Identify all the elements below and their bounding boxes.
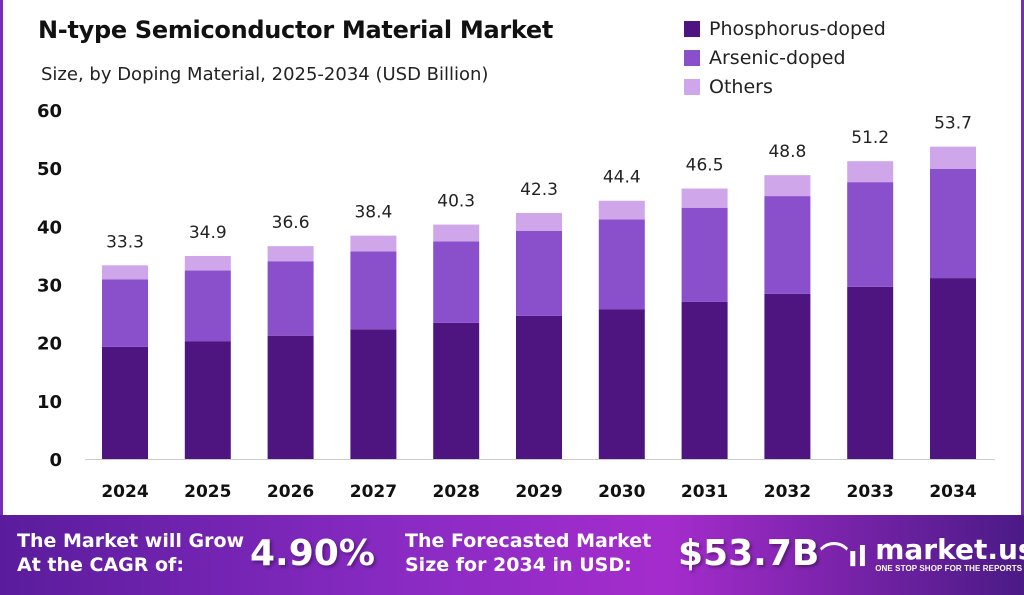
cagr-label-line2: At the CAGR of:: [17, 554, 184, 576]
bar-segment-arsenic-doped-2031: [681, 207, 728, 302]
bar-segment-phosphorus-doped-2026: [267, 335, 314, 459]
logo-icon: ⌒ıl: [820, 540, 868, 573]
bar-segment-phosphorus-doped-2024: [102, 346, 148, 459]
bar-segment-arsenic-doped-2030: [598, 219, 645, 310]
cagr-label: The Market will Grow At the CAGR of:: [17, 529, 244, 577]
y-tick-label: 60: [37, 101, 62, 122]
x-tick-label: 2025: [184, 482, 231, 502]
bar-segment-others-2027: [350, 235, 397, 252]
legend-item-phosphorus: Phosphorus-doped: [684, 14, 886, 43]
bar-segment-others-2028: [433, 224, 480, 242]
legend-swatch: [684, 78, 700, 95]
bar-segment-others-2031: [681, 188, 728, 208]
x-tick-label: 2030: [598, 482, 645, 502]
y-tick-label: 30: [37, 276, 62, 297]
data-label-total: 53.7: [934, 114, 972, 134]
x-tick-label: 2031: [681, 482, 728, 502]
x-tick-label: 2024: [101, 482, 148, 502]
data-label-total: 46.5: [686, 156, 724, 176]
bar-segment-phosphorus-doped-2029: [516, 315, 562, 459]
bar-segment-arsenic-doped-2024: [102, 279, 148, 347]
x-tick-label: 2034: [929, 482, 976, 502]
bar-segment-others-2025: [184, 255, 231, 271]
data-label-total: 34.9: [189, 223, 227, 243]
y-tick-label: 50: [37, 159, 62, 180]
x-tick-label: 2028: [433, 482, 480, 502]
bar-segment-phosphorus-doped-2033: [847, 286, 894, 459]
bar-segment-others-2029: [516, 212, 562, 231]
footer-banner: The Market will Grow At the CAGR of: 4.90…: [0, 515, 1024, 595]
x-tick-label: 2027: [350, 482, 397, 502]
legend-swatch: [684, 20, 700, 37]
chart-frame: [0, 0, 1024, 515]
bar-segment-arsenic-doped-2027: [350, 251, 397, 330]
legend-label: Phosphorus-doped: [709, 17, 886, 40]
bar-segment-phosphorus-doped-2025: [184, 341, 231, 459]
bar-segment-arsenic-doped-2026: [267, 261, 314, 336]
y-tick-label: 0: [49, 450, 62, 471]
forecast-label-line2: Size for 2034 in USD:: [405, 554, 632, 576]
bar-segment-phosphorus-doped-2030: [598, 309, 645, 459]
legend-item-arsenic: Arsenic-doped: [684, 43, 886, 72]
cagr-label-line1: The Market will Grow: [17, 530, 245, 552]
bar-segment-arsenic-doped-2034: [930, 168, 976, 279]
logo-tagline: ONE STOP SHOP FOR THE REPORTS: [875, 564, 1023, 573]
data-label-total: 36.6: [272, 213, 310, 233]
y-tick-label: 10: [37, 392, 62, 413]
bar-segment-others-2026: [267, 246, 314, 262]
logo-name: market.us: [875, 533, 1024, 566]
forecast-label: The Forecasted Market Size for 2034 in US…: [405, 529, 651, 577]
bar-segment-phosphorus-doped-2027: [350, 329, 397, 459]
bar-segment-arsenic-doped-2025: [184, 270, 231, 342]
x-tick-label: 2032: [764, 482, 811, 502]
x-tick-label: 2033: [847, 482, 894, 502]
legend-swatch: [684, 49, 700, 66]
y-tick-label: 20: [37, 334, 62, 355]
bar-segment-phosphorus-doped-2031: [681, 301, 728, 459]
forecast-value: $53.7B: [678, 533, 820, 574]
legend-label: Arsenic-doped: [709, 46, 846, 69]
bar-segment-others-2030: [598, 200, 645, 220]
x-tick-label: 2026: [267, 482, 314, 502]
legend-label: Others: [709, 75, 773, 98]
bar-segment-arsenic-doped-2029: [516, 230, 562, 316]
bar-segment-arsenic-doped-2032: [764, 196, 811, 294]
bar-segment-others-2034: [930, 146, 976, 169]
cagr-value: 4.90%: [250, 533, 375, 574]
bar-segment-phosphorus-doped-2034: [930, 278, 976, 459]
chart-title: N-type Semiconductor Material Market: [38, 16, 554, 44]
data-label-total: 48.8: [768, 142, 806, 162]
chart-subtitle: Size, by Doping Material, 2025-2034 (USD…: [41, 64, 489, 85]
data-label-total: 51.2: [851, 128, 889, 148]
bar-segment-arsenic-doped-2033: [847, 182, 894, 287]
market-us-logo: ⌒ıl market.us ONE STOP SHOP FOR THE REPOR…: [820, 535, 1024, 575]
bar-segment-phosphorus-doped-2028: [433, 322, 480, 459]
bar-segment-phosphorus-doped-2032: [764, 293, 811, 459]
data-label-total: 44.4: [603, 168, 641, 188]
data-label-total: 42.3: [520, 180, 558, 200]
legend: Phosphorus-doped Arsenic-doped Others: [684, 14, 886, 101]
legend-item-others: Others: [684, 72, 886, 101]
bar-segment-arsenic-doped-2028: [433, 241, 480, 323]
forecast-label-line1: The Forecasted Market: [405, 530, 652, 552]
data-label-total: 33.3: [106, 232, 144, 252]
data-label-total: 40.3: [437, 192, 475, 212]
bar-segment-others-2032: [764, 175, 811, 197]
x-tick-label: 2029: [515, 482, 562, 502]
bar-segment-others-2024: [102, 265, 148, 280]
bar-chart: 010203040506033.3202434.9202536.6202638.…: [37, 101, 995, 502]
bar-segment-others-2033: [847, 161, 894, 183]
y-tick-label: 40: [37, 217, 62, 238]
data-label-total: 38.4: [354, 203, 392, 223]
